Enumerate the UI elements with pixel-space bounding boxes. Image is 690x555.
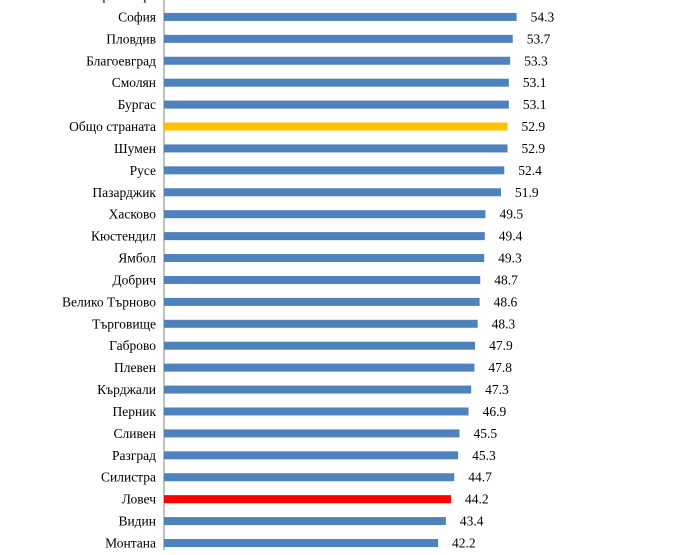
value-label: 52.9: [522, 141, 546, 156]
bar: [164, 34, 513, 43]
category-label: Видин: [118, 514, 156, 529]
value-label: 49.4: [499, 229, 523, 244]
bar: [164, 232, 485, 241]
category-label: Велико Търново: [62, 294, 156, 309]
value-label: 53.1: [523, 75, 547, 90]
value-label: 53.3: [524, 53, 548, 68]
category-label: Хасково: [109, 207, 157, 222]
bar: [164, 210, 486, 219]
bar: [164, 341, 476, 350]
bar: [164, 539, 439, 547]
category-label: Смолян: [112, 75, 156, 90]
category-label: Габрово: [109, 338, 156, 353]
bar: [164, 451, 459, 460]
value-label: 48.7: [494, 272, 518, 287]
bar: [164, 319, 478, 328]
bar: [164, 275, 481, 284]
category-label: Сливен: [114, 426, 156, 441]
bar: [164, 407, 469, 416]
category-label: Кърджали: [97, 382, 156, 397]
category-label: Силистра: [101, 470, 156, 485]
category-label: Перник: [113, 404, 157, 419]
bar: [164, 144, 508, 153]
value-label: 48.3: [492, 316, 516, 331]
value-label: 53.7: [527, 31, 551, 46]
bar: [164, 56, 511, 65]
category-label: Общо страната: [69, 119, 156, 134]
value-label: 49.3: [498, 251, 522, 266]
value-label: 49.5: [499, 207, 523, 222]
category-label: Плевен: [114, 360, 156, 375]
category-label: Русе: [130, 163, 156, 178]
value-label: 53.1: [523, 97, 547, 112]
bar: [164, 363, 475, 372]
bar: [164, 495, 452, 504]
category-label: Ямбол: [118, 251, 156, 266]
value-label: 45.3: [472, 448, 496, 463]
value-label: 54.3: [531, 9, 555, 24]
bar: [164, 188, 502, 197]
category-label: Търговище: [92, 316, 156, 331]
category-label: Добрич: [112, 272, 156, 287]
value-label: 47.3: [485, 382, 509, 397]
category-label: Пазарджик: [92, 185, 156, 200]
value-label: 42.2: [452, 536, 476, 551]
category-label: Монтана: [105, 536, 156, 551]
value-label: 45.5: [473, 426, 497, 441]
category-label: София: [118, 9, 156, 24]
category-label: Ловеч: [122, 492, 157, 507]
bar: [164, 473, 455, 482]
bar: [164, 100, 509, 109]
category-label: Разград: [112, 448, 156, 463]
value-label: 46.9: [483, 404, 507, 419]
category-label: Шумен: [114, 141, 156, 156]
value-label: 52.4: [518, 163, 542, 178]
bar: [164, 254, 485, 263]
bar: [164, 385, 472, 394]
value-label: 43.4: [460, 514, 484, 529]
bar: [164, 517, 446, 526]
category-label: Стара Загора: [82, 0, 156, 3]
category-label: Благоевград: [86, 53, 156, 68]
value-label: 47.8: [488, 360, 512, 375]
value-label: 55.7: [540, 0, 564, 3]
bar: [164, 297, 480, 306]
bar: [164, 12, 517, 21]
bar: [164, 429, 460, 438]
value-label: 47.9: [489, 338, 513, 353]
category-label: Пловдив: [106, 31, 156, 46]
bar: [164, 122, 508, 131]
value-label: 51.9: [515, 185, 539, 200]
category-label: Бургас: [118, 97, 156, 112]
value-label: 48.6: [494, 294, 518, 309]
value-label: 44.7: [468, 470, 492, 485]
category-label: Кюстендил: [91, 229, 156, 244]
value-label: 44.2: [465, 492, 489, 507]
bar: [164, 166, 505, 175]
bar: [164, 78, 509, 87]
value-label: 52.9: [522, 119, 546, 134]
